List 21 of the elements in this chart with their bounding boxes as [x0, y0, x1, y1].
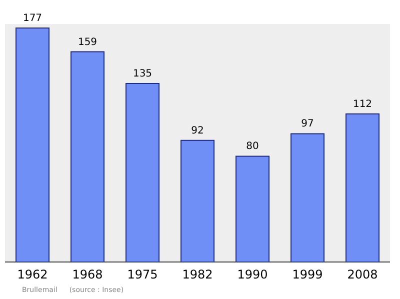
bar — [346, 113, 380, 262]
x-tick-label: 1975 — [127, 268, 158, 282]
bar — [126, 83, 160, 262]
x-tick-label: 1982 — [182, 268, 213, 282]
data-label: 92 — [191, 125, 204, 136]
data-label: 177 — [22, 12, 42, 24]
x-tick-label: 1999 — [292, 268, 323, 282]
bar — [236, 156, 270, 262]
x-tick-label: 1962 — [17, 268, 48, 282]
data-label: 112 — [352, 98, 372, 110]
data-label: 80 — [246, 141, 259, 152]
x-tick-label: 1990 — [237, 268, 268, 282]
data-label: 159 — [78, 36, 98, 48]
bar — [290, 133, 324, 262]
data-label: 135 — [132, 68, 152, 80]
x-tick-label: 2008 — [347, 268, 378, 282]
bar — [16, 27, 50, 262]
x-tick-label: 1968 — [72, 268, 103, 282]
data-label: 97 — [301, 118, 314, 130]
bar — [70, 51, 104, 262]
bar — [180, 140, 214, 262]
